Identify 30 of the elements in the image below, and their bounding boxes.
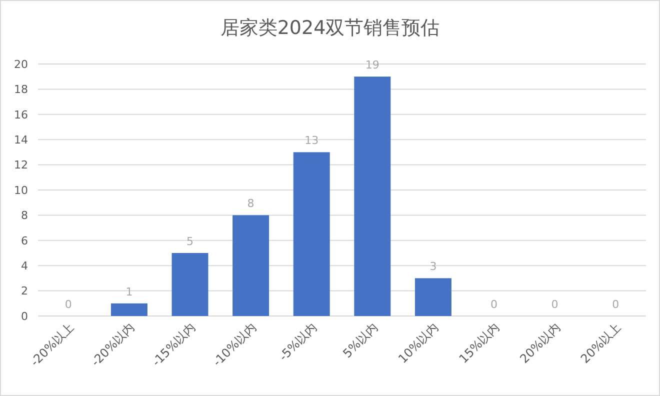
y-tick-label: 20: [14, 58, 28, 71]
y-tick-label: 16: [14, 108, 28, 122]
data-label: 19: [365, 58, 380, 72]
y-tick-label: 12: [14, 158, 28, 172]
data-label: 0: [490, 298, 498, 311]
y-tick-label: 14: [14, 133, 28, 146]
bar: [354, 76, 391, 316]
bar: [172, 253, 208, 316]
data-label: 0: [64, 298, 72, 311]
bar: [414, 278, 452, 316]
chart-title: 居家类2024双节销售预估: [220, 17, 440, 39]
data-label: 13: [304, 134, 319, 148]
data-label: 1: [126, 285, 133, 298]
bar: [110, 303, 148, 316]
data-label: 8: [247, 197, 254, 210]
y-tick-label: 2: [21, 284, 28, 298]
x-tick-label: -5%以内: [276, 320, 320, 364]
bar: [293, 152, 330, 316]
y-tick-label: 4: [21, 259, 28, 272]
y-tick-label: 18: [14, 83, 28, 96]
data-label: 3: [430, 260, 437, 274]
data-label: 5: [186, 235, 194, 248]
y-tick-label: 6: [21, 234, 28, 248]
y-tick-label: 10: [14, 184, 28, 197]
x-tick-label: 5%以内: [340, 320, 381, 361]
data-label: 0: [551, 298, 558, 311]
data-label: 0: [612, 298, 620, 311]
bar: [232, 215, 270, 316]
y-tick-label: 0: [21, 310, 28, 323]
y-tick-label: 8: [21, 209, 28, 222]
